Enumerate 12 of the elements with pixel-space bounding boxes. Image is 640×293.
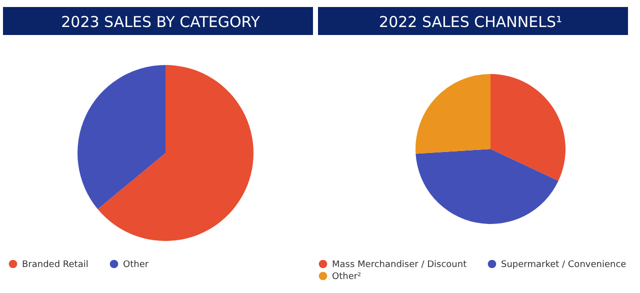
legend-label: Mass Merchandiser / Discount (332, 260, 468, 270)
pie-slice (490, 74, 566, 181)
legend-label: Other² (332, 272, 362, 282)
pie-slice (78, 65, 166, 210)
pie-slice (416, 74, 490, 154)
chart-title: 2022 SALES CHANNELS¹ (379, 13, 562, 31)
legend-label: Branded Retail (22, 260, 88, 270)
pie-slice (98, 65, 254, 241)
pie-slice (416, 149, 558, 224)
chart-title: 2023 SALES BY CATEGORY (61, 13, 261, 31)
legend-label: Other (123, 260, 149, 270)
legend-label: Supermarket / Convenience (501, 260, 627, 270)
